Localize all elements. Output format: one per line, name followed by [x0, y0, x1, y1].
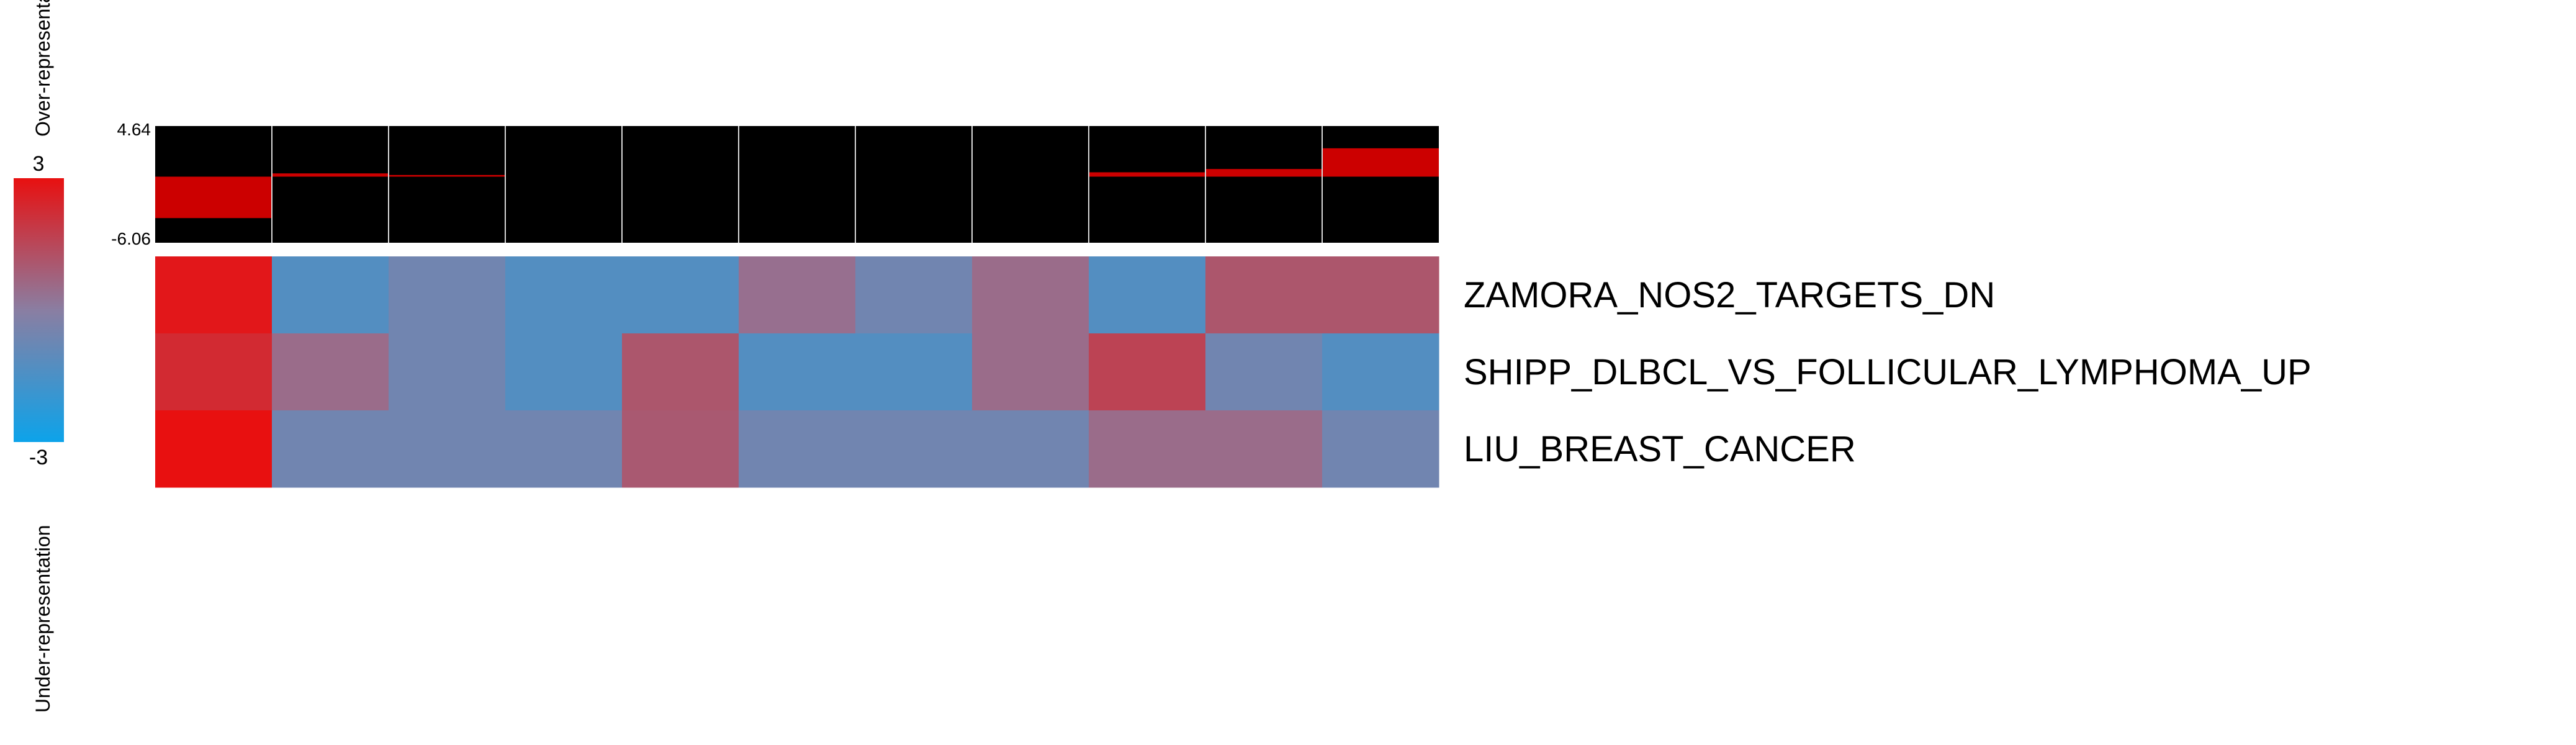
bar-track-background	[155, 126, 1439, 243]
bar-track-min-label: -6.06	[111, 229, 151, 248]
heatmap-cell	[505, 256, 623, 334]
legend-color-bar	[14, 178, 64, 442]
heatmap-cell	[972, 410, 1089, 488]
heatmap-cell	[155, 256, 272, 334]
bar-track-bar	[389, 174, 505, 177]
heatmap-cell	[1205, 410, 1323, 488]
bar-track-max-label: 4.64	[117, 120, 151, 139]
heatmap-cell	[1322, 256, 1439, 334]
heatmap-cell	[1322, 410, 1439, 488]
heatmap-cell	[272, 256, 389, 334]
heatmap-cell	[505, 410, 623, 488]
heatmap-cell	[272, 410, 389, 488]
heatmap-cell	[155, 410, 272, 488]
color-legend: Over-representation 3 -3 Under-represent…	[14, 0, 64, 713]
heatmap-cell	[155, 333, 272, 411]
legend-upper-text: Over-representation	[32, 0, 54, 137]
legend-max-label: 3	[33, 152, 45, 176]
heatmap-cell	[1089, 410, 1206, 488]
bar-track-bar	[1089, 172, 1205, 177]
heatmap-cell	[389, 333, 506, 411]
heatmap-cell	[972, 333, 1089, 411]
row-label: LIU_BREAST_CANCER	[1464, 429, 1856, 469]
heatmap-cell	[972, 256, 1089, 334]
heatmap-cell	[622, 410, 739, 488]
heatmap-cell	[272, 333, 389, 411]
legend-lower-text: Under-representation	[32, 525, 54, 713]
heatmap-cell	[389, 410, 506, 488]
heatmap-cell	[739, 410, 856, 488]
heatmap-cell	[1205, 256, 1323, 334]
heatmap-cell	[855, 410, 973, 488]
heatmap-cell	[1322, 333, 1439, 411]
heatmap-cell	[1089, 333, 1206, 411]
bar-track-bar	[1205, 169, 1322, 177]
heatmap-cell	[855, 333, 973, 411]
row-label: ZAMORA_NOS2_TARGETS_DN	[1464, 275, 1995, 315]
bar-track: 4.64 -6.06	[111, 120, 1439, 248]
heatmap-cell	[622, 256, 739, 334]
legend-min-label: -3	[29, 446, 48, 469]
heatmap-cell	[505, 333, 623, 411]
row-labels: ZAMORA_NOS2_TARGETS_DN SHIPP_DLBCL_VS_FOL…	[1464, 275, 2312, 469]
heatmap-cell	[389, 256, 506, 334]
heatmap-cell	[622, 333, 739, 411]
heatmap-cell	[1089, 256, 1206, 334]
bar-track-bar	[272, 173, 389, 177]
bar-track-bar	[155, 176, 272, 219]
row-label: SHIPP_DLBCL_VS_FOLLICULAR_LYMPHOMA_UP	[1464, 352, 2312, 392]
heatmap-cell	[739, 333, 856, 411]
heatmap-cell	[855, 256, 973, 334]
heatmap-cell	[739, 256, 856, 334]
bar-track-bar	[1322, 148, 1439, 177]
heatmap-grid	[155, 256, 1439, 488]
heatmap-cell	[1205, 333, 1323, 411]
